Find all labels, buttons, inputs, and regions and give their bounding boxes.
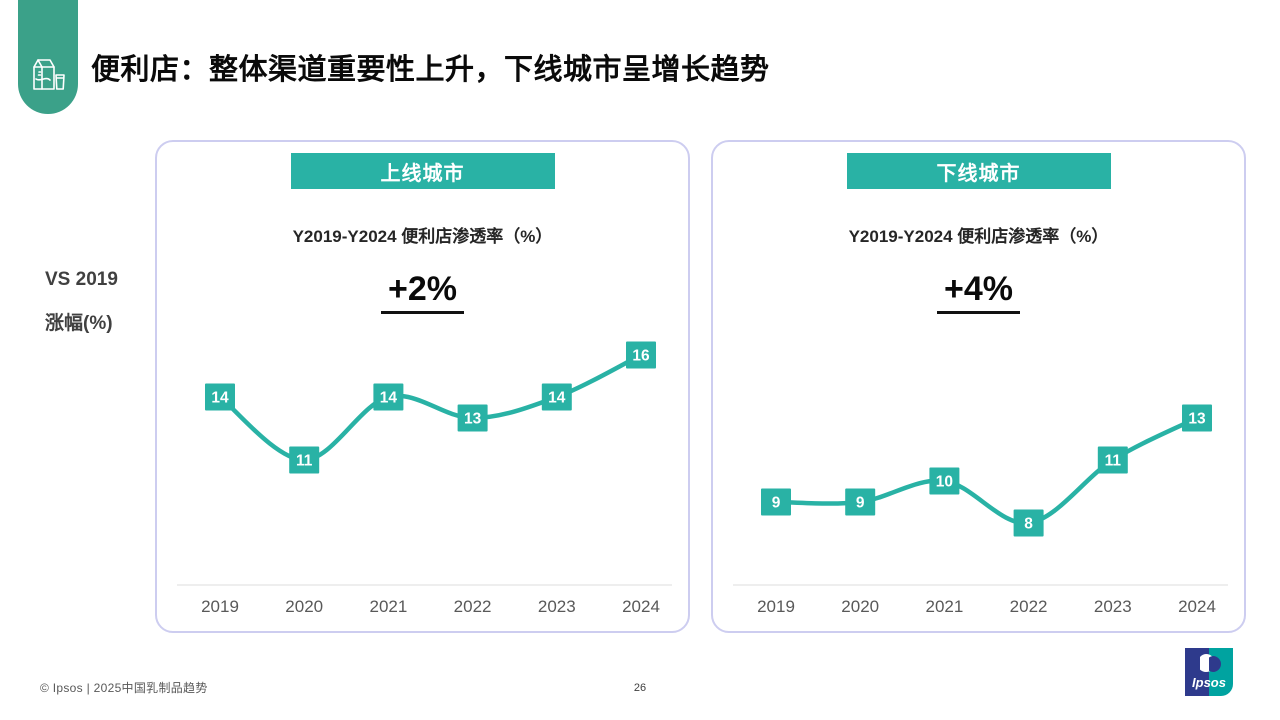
banner-online-cities: 上线城市 (290, 153, 555, 189)
x-tick-label: 2019 (757, 597, 795, 616)
data-label-box (929, 467, 960, 495)
data-label-box (457, 404, 488, 432)
x-tick-label: 2022 (1010, 597, 1048, 616)
milk-carton-icon (26, 53, 70, 102)
data-label-box (761, 488, 791, 516)
line-series (773, 415, 1200, 526)
data-label-box (1013, 509, 1044, 537)
data-label-value: 13 (1188, 411, 1206, 428)
data-label-box (1182, 404, 1212, 432)
x-tick-label: 2023 (1094, 597, 1132, 616)
ipsos-logo: Ipsos (1185, 648, 1233, 696)
card-online-cities: 上线城市 Y2019-Y2024 便利店渗透率（%） +2% 14 11 14 13 1… (155, 140, 690, 633)
data-label-value: 9 (772, 495, 781, 512)
x-tick-label: 2021 (369, 597, 407, 616)
data-label-box (845, 488, 876, 516)
data-label-box (626, 341, 656, 369)
data-label-value: 8 (1024, 516, 1033, 533)
x-tick-label: 2024 (622, 597, 660, 616)
x-tick-label: 2023 (538, 597, 576, 616)
line-series (217, 352, 644, 463)
data-label-value: 14 (548, 390, 566, 407)
x-tick-label: 2020 (841, 597, 879, 616)
chart-title-online: Y2019-Y2024 便利店渗透率（%） (292, 227, 553, 246)
banner-offline-cities: 下线城市 (846, 153, 1111, 189)
data-label-box (373, 383, 404, 411)
side-label-line2: 涨幅(%) (45, 313, 113, 334)
x-tick-label: 2020 (285, 597, 323, 616)
card-offline-cities: 下线城市 Y2019-Y2024 便利店渗透率（%） +4% 9 9 10 8 11 13… (711, 140, 1246, 633)
header-corner-tab (18, 0, 78, 114)
data-label-value: 11 (296, 453, 313, 470)
footer-copyright: © Ipsos | 2025中国乳制品趋势 (40, 681, 208, 695)
data-label-value: 16 (632, 348, 650, 365)
delta-value-offline: +4% (937, 270, 1020, 314)
data-label-value: 11 (1105, 453, 1122, 470)
delta-value-online: +2% (381, 270, 464, 314)
x-tick-label: 2019 (201, 597, 239, 616)
vs-2019-side-label: VS 2019 涨幅(%) (45, 258, 118, 346)
data-label-value: 14 (380, 390, 398, 407)
data-label-value: 13 (464, 411, 482, 428)
penetration-line-chart-online: 14 11 14 13 14 16 2019 2020 2021 2022 2023 2024 (177, 341, 672, 616)
side-label-line1: VS 2019 (45, 269, 118, 290)
data-label-box (205, 383, 235, 411)
svg-text:Ipsos: Ipsos (1192, 675, 1226, 690)
data-label-box (1097, 446, 1128, 474)
data-label-box (541, 383, 572, 411)
x-tick-label: 2022 (454, 597, 492, 616)
chart-title-offline: Y2019-Y2024 便利店渗透率（%） (848, 227, 1109, 246)
penetration-line-chart-offline: 9 9 10 8 11 13 2019 2020 2021 2022 2023 2024 (733, 404, 1228, 616)
data-label-value: 14 (211, 390, 229, 407)
page-number: 26 (633, 682, 647, 694)
x-tick-label: 2024 (1178, 597, 1216, 616)
data-label-box (289, 446, 320, 474)
x-tick-label: 2021 (925, 597, 963, 616)
data-label-value: 10 (936, 474, 953, 491)
page-title: 便利店：整体渠道重要性上升，下线城市呈增长趋势 (91, 54, 770, 86)
data-label-value: 9 (856, 495, 865, 512)
